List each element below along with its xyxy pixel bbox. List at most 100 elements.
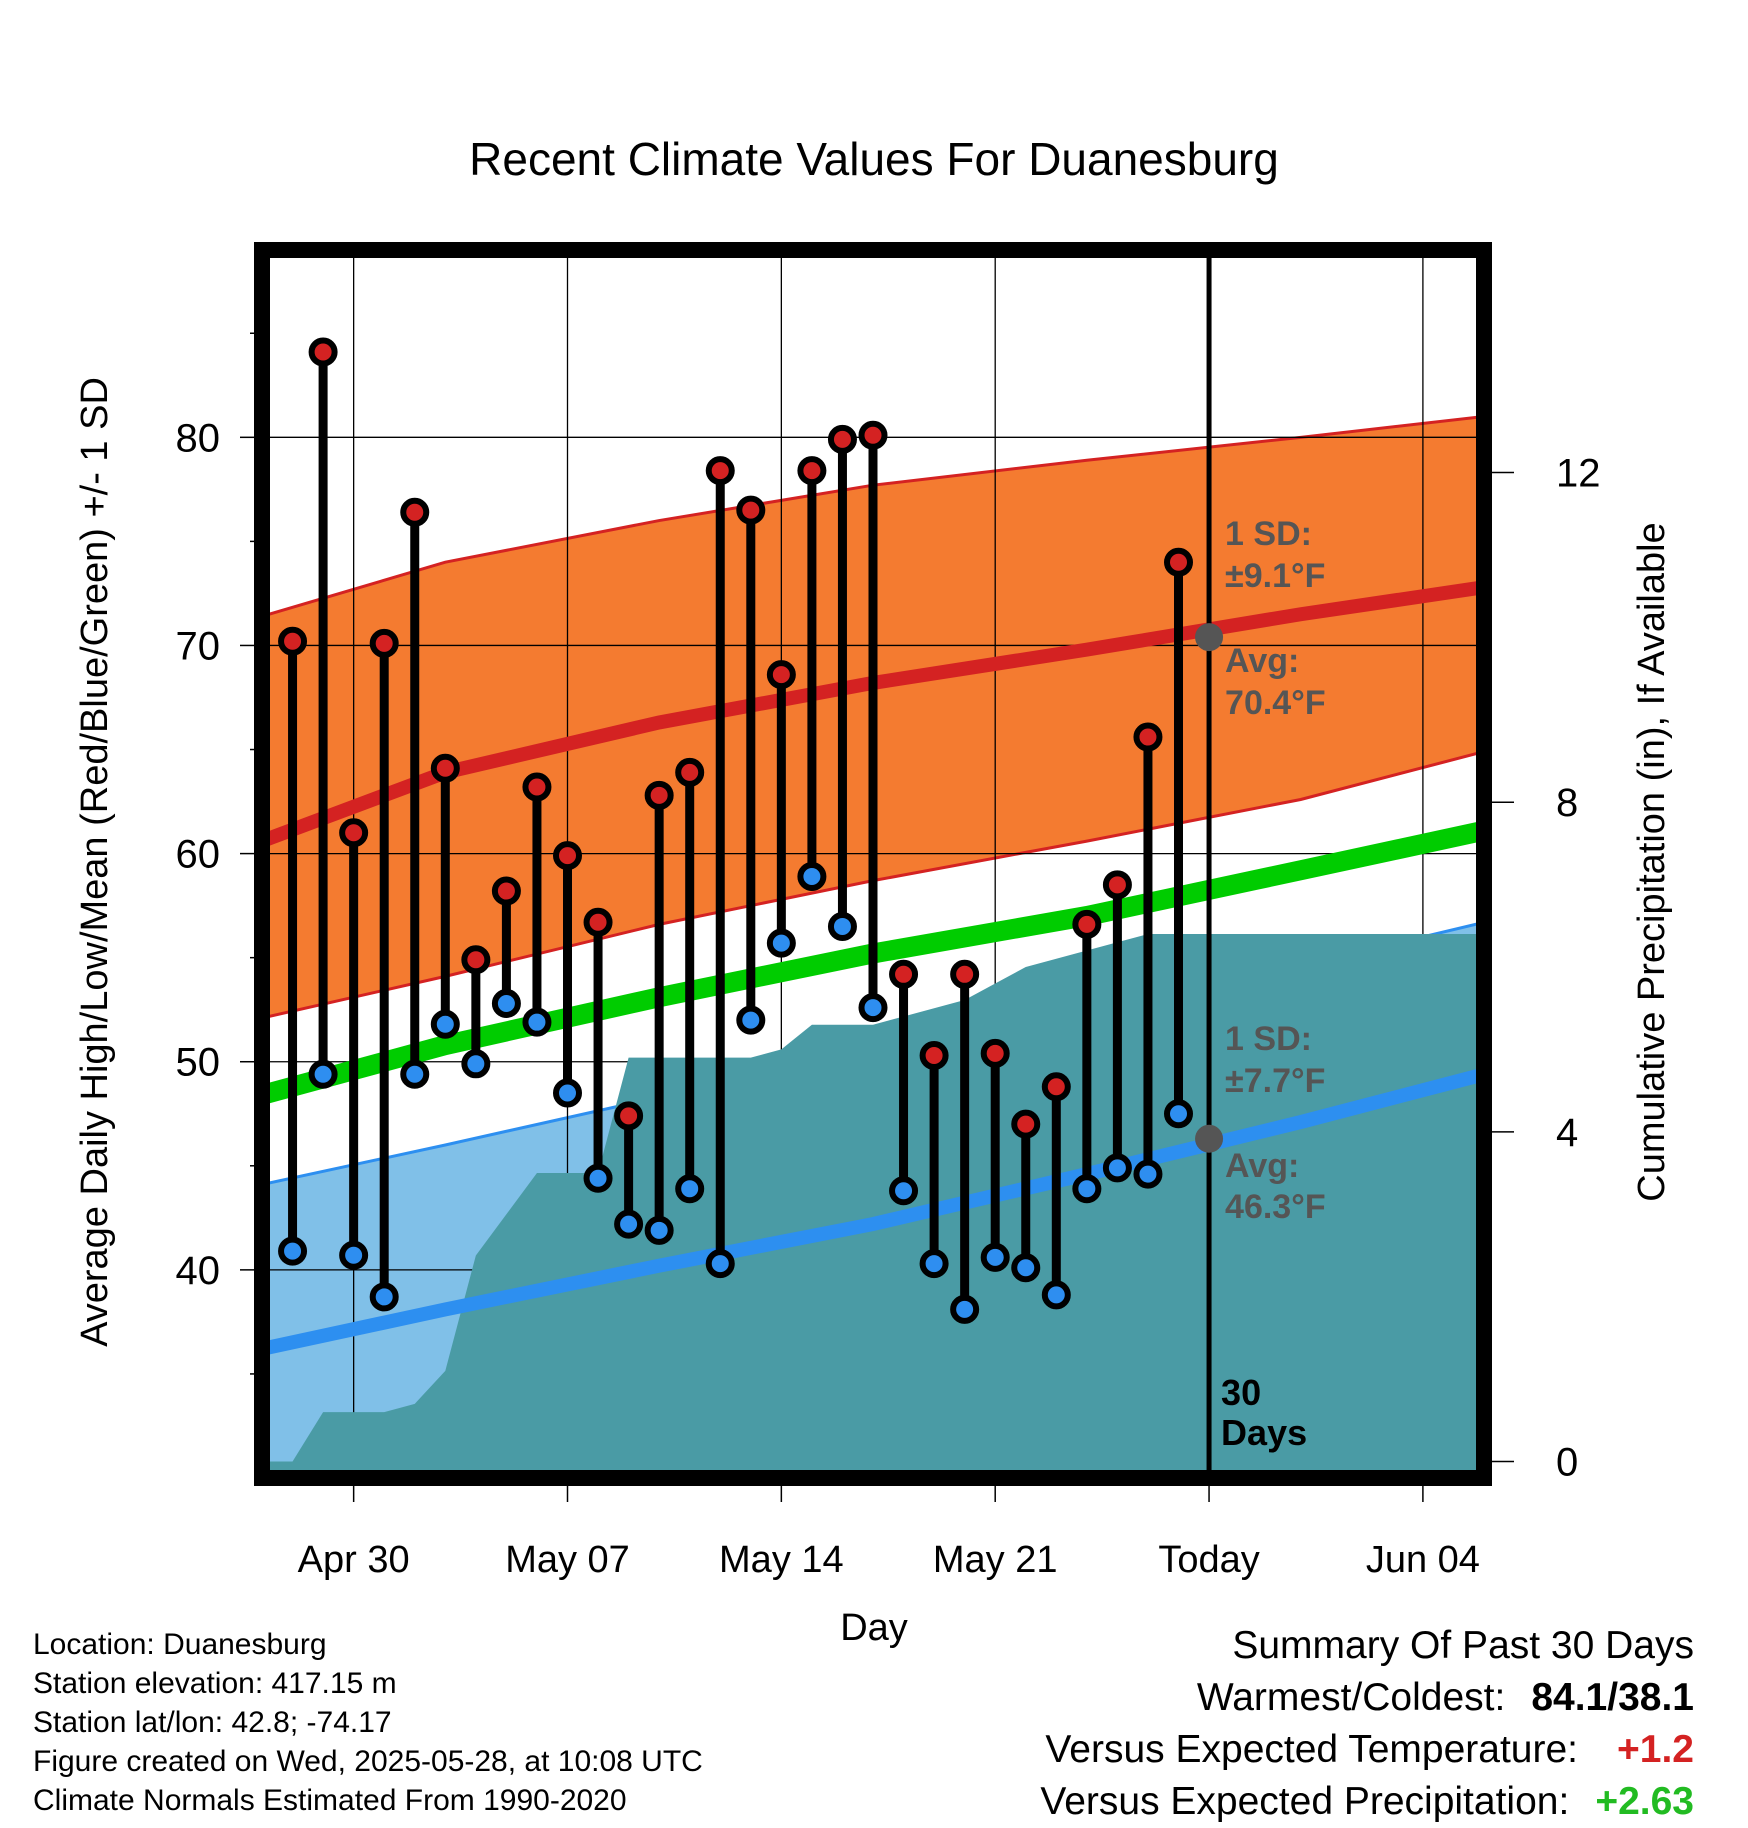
info-location: Location: Duanesburg	[33, 1628, 327, 1661]
daily-low-marker	[522, 1007, 552, 1037]
daily-high-marker	[766, 660, 796, 690]
daily-high-marker	[1164, 547, 1193, 577]
x-tick-label: May 21	[933, 1539, 1058, 1581]
daily-high-marker	[369, 628, 399, 658]
y-left-tick-label: 40	[176, 1249, 221, 1293]
x-tick-label: Today	[1158, 1539, 1259, 1581]
summary-temperature: Versus Expected Temperature: +1.2	[1040, 1724, 1694, 1776]
y-right-tick-label: 4	[1556, 1111, 1578, 1155]
temp-anomaly-label: Versus Expected Temperature:	[1045, 1728, 1578, 1771]
daily-low-marker	[614, 1209, 644, 1239]
daily-high-marker	[827, 424, 857, 454]
today-high-avg-dot	[1195, 623, 1224, 652]
precip-anomaly-label: Versus Expected Precipitation:	[1040, 1780, 1570, 1823]
summary-heading: Summary Of Past 30 Days	[1232, 1624, 1694, 1667]
low-sd-value: ±7.7°F	[1225, 1062, 1325, 1100]
daily-high-marker	[919, 1040, 949, 1070]
daily-low-marker	[491, 988, 521, 1018]
daily-high-marker	[461, 945, 491, 975]
daily-range-bars	[278, 337, 1193, 1324]
station-info: Location: Duanesburg Station elevation: …	[33, 1625, 703, 1820]
daily-high-marker	[797, 456, 827, 486]
daily-low-marker	[430, 1009, 460, 1039]
daily-low-marker	[1011, 1253, 1041, 1283]
avg-low-line	[262, 1067, 1484, 1356]
info-elevation: Station elevation: 417.15 m	[33, 1667, 397, 1700]
daily-low-marker	[919, 1249, 949, 1279]
daily-low-marker	[1041, 1280, 1071, 1310]
daily-high-marker	[430, 753, 460, 783]
daily-low-marker	[1133, 1159, 1163, 1189]
window-label: 30 Days	[1221, 1372, 1307, 1453]
x-axis-label: Day	[840, 1607, 908, 1649]
axes: 40 50 60 70 80 0 4 8 12 Apr 30 May 07 May 14 May 21 T…	[176, 332, 1601, 1581]
info-created: Figure created on Wed, 2025-05-28, at 10…	[33, 1745, 703, 1778]
daily-low-marker	[644, 1215, 674, 1245]
daily-high-marker	[675, 757, 705, 787]
daily-low-marker	[278, 1236, 308, 1266]
daily-low-marker	[736, 1005, 766, 1035]
y-right-tick-label: 0	[1556, 1441, 1578, 1485]
daily-high-marker	[614, 1101, 644, 1131]
y-left-tick-label: 80	[176, 416, 221, 460]
y-right-tick-label: 8	[1556, 781, 1578, 825]
daily-low-marker	[827, 911, 857, 941]
daily-low-marker	[1072, 1174, 1102, 1204]
x-tick-label: Jun 04	[1366, 1539, 1480, 1581]
daily-low-marker	[1164, 1099, 1193, 1129]
y-right-tick-label: 12	[1556, 452, 1601, 496]
low-avg-value: 46.3°F	[1225, 1188, 1326, 1226]
y-axis-label-right: Cumulative Precipitation (in), If Availa…	[1631, 522, 1673, 1201]
x-tick-label: May 07	[505, 1539, 630, 1581]
high-sd-value: ±9.1°F	[1225, 557, 1325, 595]
daily-low-marker	[797, 861, 827, 891]
daily-high-marker	[1102, 870, 1132, 900]
daily-low-marker	[889, 1176, 919, 1206]
info-latlon: Station lat/lon: 42.8; -74.17	[33, 1706, 392, 1739]
daily-low-marker	[980, 1242, 1010, 1272]
high-avg-label: Avg:	[1225, 642, 1299, 680]
x-tick-label: May 14	[719, 1539, 844, 1581]
summary-panel: Summary Of Past 30 Days Warmest/Coldest:…	[1040, 1620, 1694, 1828]
daily-high-marker	[308, 337, 338, 367]
y-left-tick-label: 60	[176, 833, 221, 877]
daily-high-marker	[491, 876, 521, 906]
daily-high-marker	[583, 907, 613, 937]
y-left-tick-label: 50	[176, 1041, 221, 1085]
y-left-tick-label: 70	[176, 624, 221, 668]
daily-high-marker	[339, 818, 369, 848]
daily-low-marker	[461, 1049, 491, 1079]
today-marker: 30 Days	[1195, 250, 1307, 1478]
chart-title: Recent Climate Values For Duanesburg	[469, 133, 1279, 185]
y-axis-label-left: Average Daily High/Low/Mean (Red/Blue/Gr…	[74, 377, 116, 1347]
daily-low-marker	[1102, 1153, 1132, 1183]
daily-high-marker	[950, 959, 980, 989]
today-low-avg-dot	[1195, 1124, 1224, 1153]
daily-low-marker	[583, 1163, 613, 1193]
daily-low-marker	[369, 1282, 399, 1312]
daily-high-marker	[705, 456, 735, 486]
daily-low-marker	[950, 1294, 980, 1324]
daily-low-marker	[858, 993, 888, 1023]
daily-low-marker	[553, 1078, 582, 1108]
daily-low-marker	[705, 1249, 735, 1279]
daily-high-marker	[644, 780, 674, 810]
daily-high-marker	[1072, 909, 1102, 939]
daily-high-marker	[1041, 1072, 1071, 1102]
x-tick-label: Apr 30	[298, 1539, 410, 1581]
warmest-coldest-label: Warmest/Coldest:	[1196, 1676, 1506, 1719]
low-sd-label: 1 SD:	[1225, 1020, 1312, 1058]
high-sd-label: 1 SD:	[1225, 515, 1312, 553]
daily-high-marker	[1133, 722, 1163, 752]
daily-high-marker	[553, 841, 582, 871]
precip-anomaly-value: +2.63	[1595, 1780, 1694, 1823]
window-label-line: 30	[1221, 1372, 1261, 1413]
high-avg-value: 70.4°F	[1225, 684, 1326, 722]
window-label-line: Days	[1221, 1412, 1307, 1453]
daily-high-marker	[736, 495, 766, 525]
daily-high-marker	[278, 626, 308, 656]
daily-low-marker	[400, 1059, 430, 1089]
summary-precipitation: Versus Expected Precipitation: +2.63	[1040, 1776, 1694, 1828]
